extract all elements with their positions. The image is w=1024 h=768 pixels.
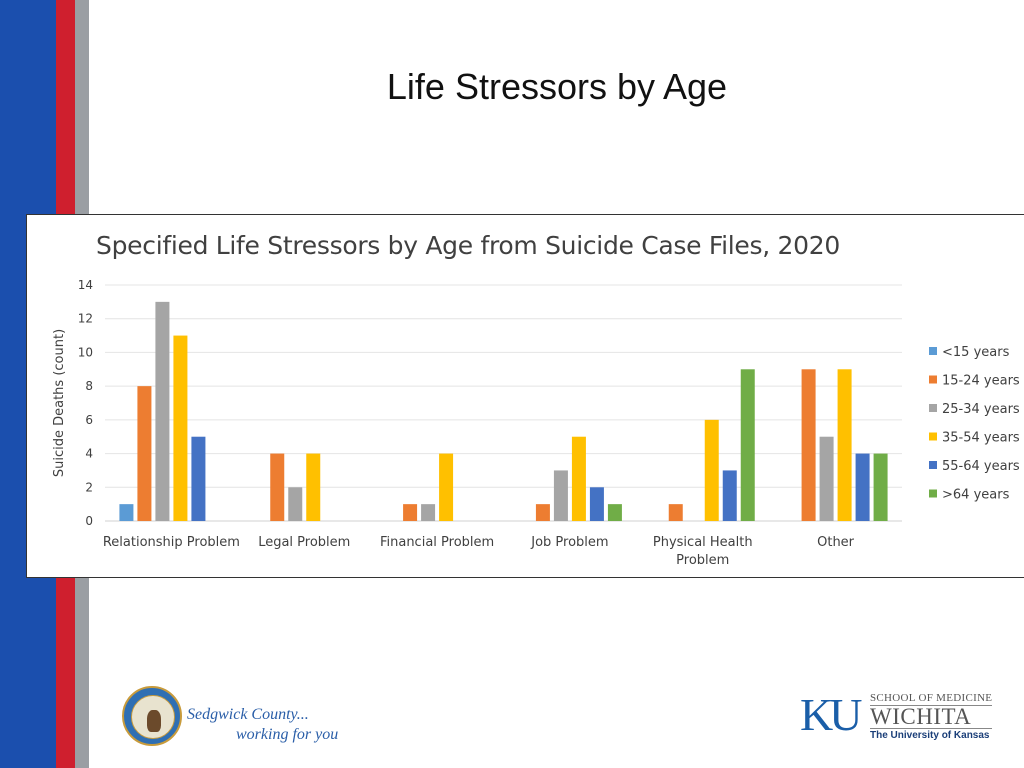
bar xyxy=(288,487,303,521)
bar xyxy=(403,504,418,521)
x-tick-label: Financial Problem xyxy=(380,535,494,550)
chart-frame: Specified Life Stressors by Age from Sui… xyxy=(26,214,1024,578)
bar xyxy=(173,335,188,521)
ku-city-label: WICHITA xyxy=(870,704,972,729)
x-tick-label: Legal Problem xyxy=(258,535,350,550)
legend-label: 55-64 years xyxy=(942,459,1020,474)
legend-swatch xyxy=(929,347,937,355)
bar xyxy=(155,301,170,521)
legend-label: 25-34 years xyxy=(942,402,1020,417)
slide-title: Life Stressors by Age xyxy=(386,66,728,107)
x-tick-label: Relationship Problem xyxy=(103,535,240,550)
bar xyxy=(571,436,586,521)
bar xyxy=(191,436,206,521)
legend-swatch xyxy=(929,404,937,412)
bar xyxy=(439,453,454,521)
bar xyxy=(589,487,604,521)
y-tick-label: 8 xyxy=(85,379,93,393)
bar xyxy=(740,369,755,521)
county-seal-icon xyxy=(122,686,182,746)
bar xyxy=(722,470,737,521)
y-tick-label: 6 xyxy=(85,413,93,427)
bird-icon xyxy=(147,710,161,732)
legend-label: 15-24 years xyxy=(942,374,1020,389)
y-tick-label: 2 xyxy=(85,480,93,494)
bar xyxy=(819,436,834,521)
y-tick-label: 4 xyxy=(85,447,93,461)
y-tick-label: 12 xyxy=(78,312,93,326)
x-tick-label: Other xyxy=(817,535,855,550)
legend-swatch xyxy=(929,461,937,469)
bar xyxy=(119,504,134,521)
bar xyxy=(855,453,870,521)
y-axis-label: Suicide Deaths (count) xyxy=(52,329,67,477)
bar xyxy=(668,504,683,521)
ku-mark: KU xyxy=(800,689,862,740)
x-tick-label: Job Problem xyxy=(530,535,608,550)
ku-university-label: The University of Kansas xyxy=(870,730,990,741)
ku-school-label: SCHOOL OF MEDICINE xyxy=(870,692,993,704)
bar xyxy=(704,419,719,521)
legend-label: 35-54 years xyxy=(942,431,1020,446)
bar xyxy=(535,504,550,521)
bar xyxy=(137,386,152,521)
bar xyxy=(837,369,852,521)
bar xyxy=(270,453,285,521)
sedgwick-tagline-2: working for you xyxy=(236,726,339,743)
y-tick-label: 14 xyxy=(78,278,93,292)
chart-title: Specified Life Stressors by Age from Sui… xyxy=(96,231,840,260)
bar xyxy=(421,504,436,521)
chart-svg: 0 2 4 6 8 10 12 14 Suicide Deaths (count) Relatio… xyxy=(52,278,1020,568)
legend-label: <15 years xyxy=(942,345,1010,360)
x-tick-label: Problem xyxy=(676,553,729,568)
bar xyxy=(873,453,888,521)
sedgwick-county-logo: Sedgwick County... working for you xyxy=(122,686,352,748)
y-tick-label: 0 xyxy=(85,514,93,528)
legend-swatch xyxy=(929,375,937,384)
sedgwick-tagline-1: Sedgwick County... xyxy=(187,706,309,723)
x-tick-label: Physical Health xyxy=(653,535,753,550)
y-tick-label: 10 xyxy=(78,345,93,359)
bar xyxy=(607,504,622,521)
legend-swatch xyxy=(929,432,937,441)
legend-swatch xyxy=(929,489,937,498)
bar xyxy=(306,453,321,521)
bar xyxy=(553,470,568,521)
ku-wichita-logo: KU SCHOOL OF MEDICINE WICHITA The Univer… xyxy=(800,689,1000,746)
legend-label: >64 years xyxy=(942,488,1010,503)
bar xyxy=(801,369,816,521)
